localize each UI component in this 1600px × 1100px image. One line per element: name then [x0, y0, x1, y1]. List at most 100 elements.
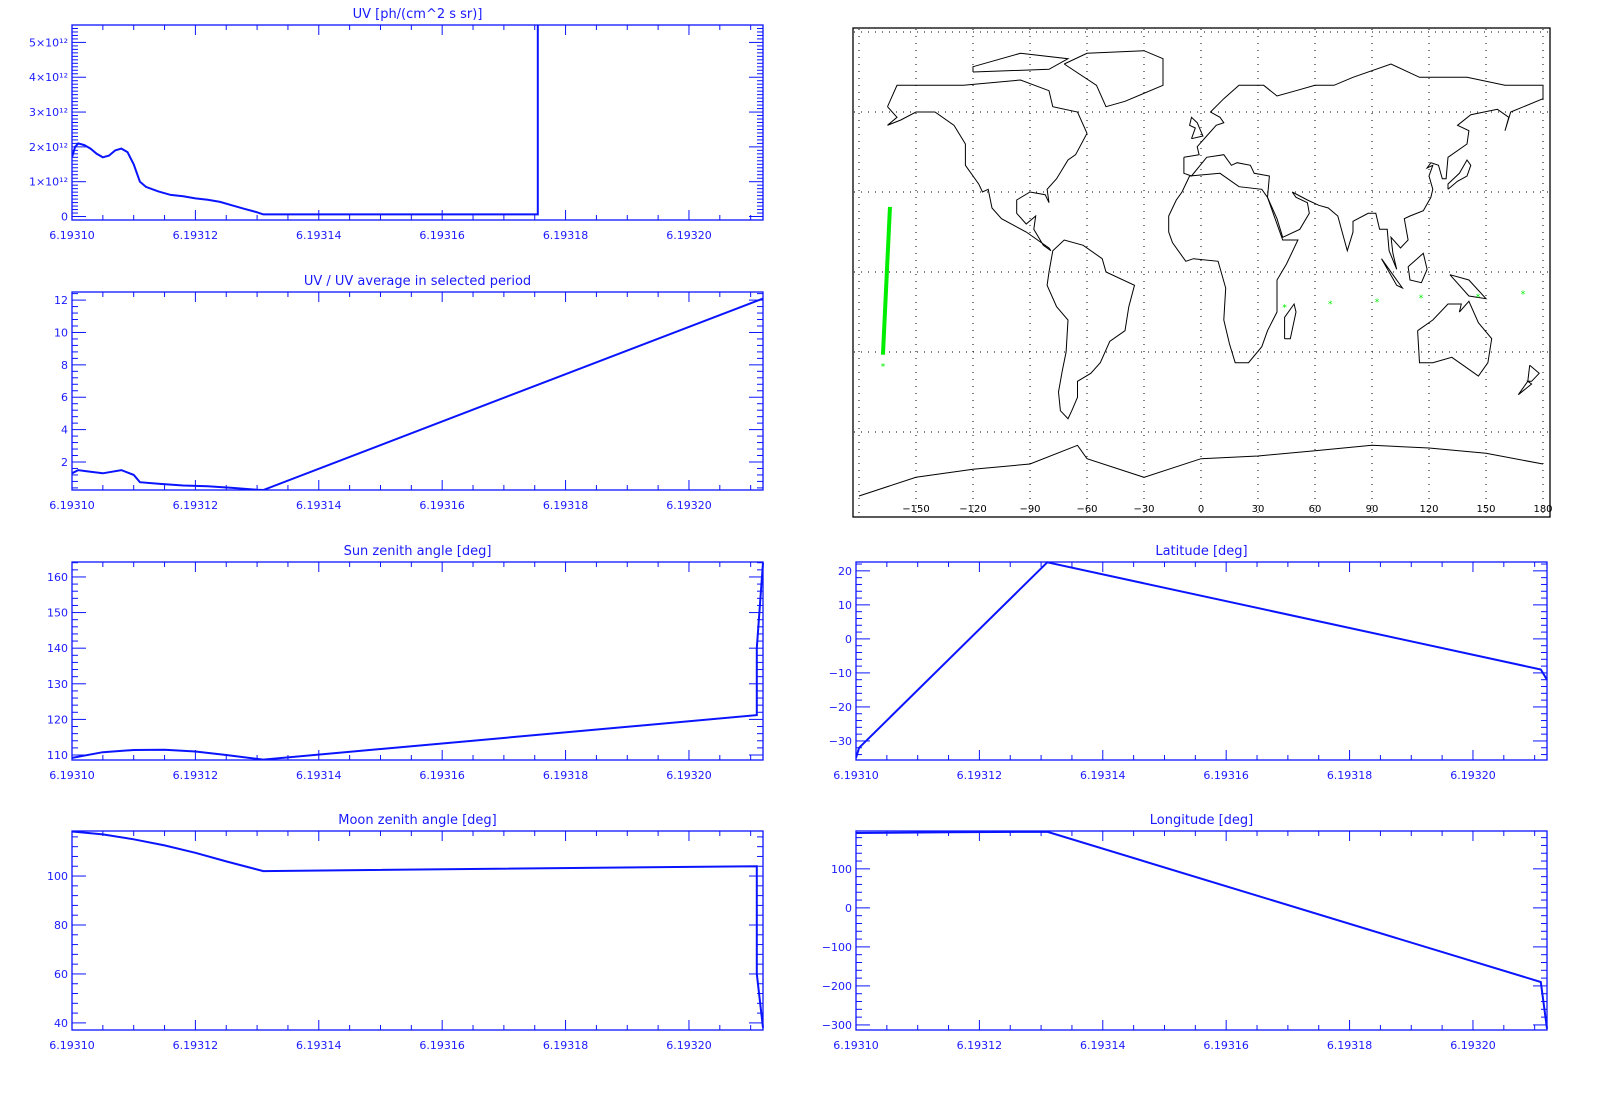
y-tick-label: 60	[54, 968, 68, 981]
plot-frame	[855, 561, 1548, 761]
chart-title: UV / UV average in selected period	[304, 274, 531, 289]
y-tick-label: 120	[47, 713, 68, 726]
lon-tick-label: 120	[1419, 504, 1438, 515]
x-tick-label: 6.19310	[833, 769, 879, 782]
coastline-south-america	[1046, 239, 1136, 420]
lon-tick-label: 0	[1198, 504, 1204, 515]
chart-title: UV [ph/(cm^2 s sr)]	[353, 7, 483, 22]
lon-tick-label: −60	[1076, 504, 1097, 515]
y-tick-label: 150	[47, 607, 68, 620]
plot-frame	[71, 561, 764, 761]
y-tick-label: 80	[54, 919, 68, 932]
coastline-japan	[1447, 159, 1472, 190]
x-tick-label: 6.19318	[1327, 1039, 1373, 1052]
satellite-track	[880, 206, 892, 355]
chart-title: Sun zenith angle [deg]	[344, 544, 492, 559]
track-point-marker: *	[1476, 293, 1481, 303]
y-tick-label: 8	[61, 359, 68, 372]
series-line	[72, 297, 764, 490]
coastline-greenland	[1063, 50, 1164, 108]
y-tick-label: 3×10¹²	[29, 106, 68, 119]
y-tick-label: 100	[831, 863, 852, 876]
plot-frame	[71, 830, 764, 1031]
y-tick-label: 110	[47, 749, 68, 762]
y-tick-label: 0	[845, 633, 852, 646]
chart-uv-ratio: UV / UV average in selected period 6.1931…	[49, 274, 764, 512]
x-tick-label: 6.19310	[49, 769, 95, 782]
world-map: * * * * * * * −150 −120 −90 −60 −30 0 30 60 90 120 150 180	[852, 27, 1553, 518]
coastline-borneo	[1407, 252, 1428, 284]
plot-frame	[855, 830, 1548, 1031]
track-point-marker: *	[1282, 304, 1287, 314]
x-tick-label: 6.19314	[296, 229, 342, 242]
map-frame	[852, 27, 1551, 518]
x-tick-label: 6.19318	[543, 1039, 589, 1052]
x-tick-label: 6.19320	[666, 499, 712, 512]
y-tick-label: 2	[61, 456, 68, 469]
x-tick-label: 6.19310	[49, 229, 95, 242]
track-point-marker: *	[1375, 298, 1380, 308]
lon-tick-label: 60	[1309, 504, 1322, 515]
x-tick-label: 6.19312	[173, 499, 219, 512]
y-tick-label: 130	[47, 678, 68, 691]
y-tick-label: −10	[829, 667, 852, 680]
y-tick-label: 100	[47, 870, 68, 883]
lon-tick-label: 90	[1366, 504, 1379, 515]
x-tick-label: 6.19312	[957, 769, 1003, 782]
x-tick-label: 6.19310	[49, 1039, 95, 1052]
map-content: * * * * * * *	[854, 29, 1549, 516]
chart-title: Moon zenith angle [deg]	[338, 813, 496, 828]
track-point-marker: *	[1328, 300, 1333, 310]
chart-moon-zenith: Moon zenith angle [deg] 6.19310 6.19312 6.1…	[47, 813, 764, 1052]
coastline-canadian-arctic	[972, 52, 1070, 73]
y-tick-label: 12	[54, 294, 68, 307]
x-tick-label: 6.19314	[1080, 769, 1126, 782]
track-point-marker: *	[881, 362, 886, 372]
y-tick-label: −100	[822, 941, 852, 954]
y-tick-label: 10	[838, 599, 852, 612]
x-tick-label: 6.19318	[1327, 769, 1373, 782]
x-tick-label: 6.19312	[173, 229, 219, 242]
coastline-britain	[1189, 116, 1204, 140]
x-tick-label: 6.19314	[296, 769, 342, 782]
coastline-eurasia	[1183, 63, 1544, 270]
x-tick-label: 6.19316	[419, 229, 465, 242]
x-tick-label: 6.19316	[1203, 1039, 1249, 1052]
lon-tick-label: −150	[902, 504, 929, 515]
y-tick-label: 0	[61, 211, 68, 224]
series-line	[72, 25, 539, 216]
series-line	[72, 562, 764, 760]
x-tick-label: 6.19316	[419, 1039, 465, 1052]
lon-tick-label: −30	[1133, 504, 1154, 515]
y-tick-label: −300	[822, 1019, 852, 1032]
chart-sun-zenith: Sun zenith angle [deg] 6.19310 6.19312 6.19…	[47, 544, 764, 782]
x-tick-label: 6.19312	[173, 1039, 219, 1052]
lon-tick-label: −90	[1019, 504, 1040, 515]
coastline-australia	[1417, 300, 1493, 377]
y-tick-label: 5×10¹²	[29, 36, 68, 49]
x-tick-label: 6.19320	[1450, 769, 1496, 782]
x-tick-label: 6.19318	[543, 229, 589, 242]
x-tick-label: 6.19314	[296, 499, 342, 512]
plot-frame	[71, 24, 764, 221]
coastline-new-guinea	[1449, 274, 1488, 300]
x-tick-label: 6.19316	[1203, 769, 1249, 782]
coastline-africa	[1168, 172, 1299, 364]
plot-frame	[71, 291, 764, 491]
x-tick-label: 6.19312	[957, 1039, 1003, 1052]
x-tick-label: 6.19318	[543, 499, 589, 512]
y-tick-label: −20	[829, 701, 852, 714]
track-point-marker: *	[1419, 294, 1424, 304]
y-tick-label: 20	[838, 565, 852, 578]
x-tick-label: 6.19312	[173, 769, 219, 782]
lon-tick-label: 180	[1533, 504, 1552, 515]
coastline-new-zealand	[1517, 364, 1540, 396]
series-line	[72, 830, 764, 1028]
x-tick-label: 6.19320	[666, 229, 712, 242]
y-tick-label: 1×10¹²	[29, 176, 68, 189]
series-line	[856, 830, 1548, 1029]
x-tick-label: 6.19314	[296, 1039, 342, 1052]
coastline-madagascar	[1284, 302, 1297, 340]
y-tick-label: −200	[822, 980, 852, 993]
lon-tick-label: 150	[1476, 504, 1495, 515]
